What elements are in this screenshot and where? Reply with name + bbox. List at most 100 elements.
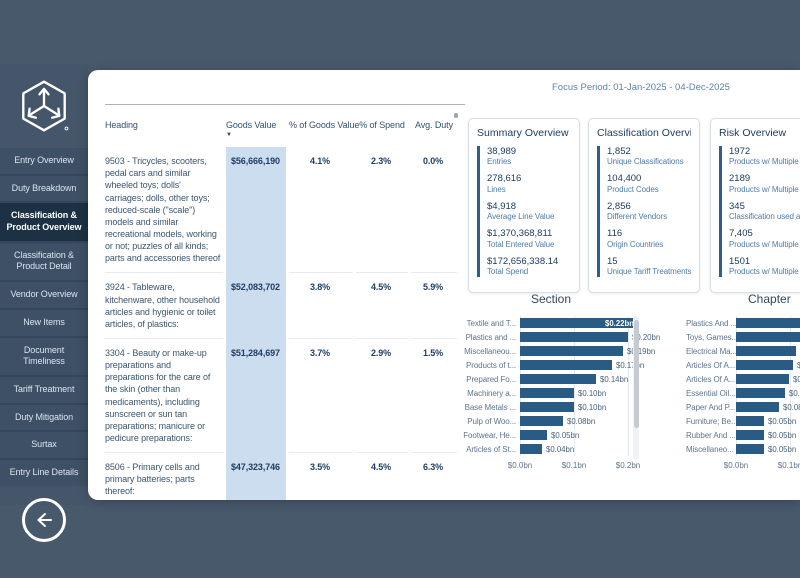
category-label: Rubber And ... <box>686 430 736 440</box>
table-row[interactable]: 3924 - Tableware, kitchenware, other hou… <box>105 273 465 339</box>
category-label: Electrical Ma... <box>686 346 736 356</box>
row-goods-value: $51,284,697 <box>226 338 286 454</box>
category-label: Paper And P... <box>686 402 736 412</box>
chart-row: Plastics And ...$0.13bn <box>686 316 800 330</box>
sidebar-item-classification-product-detail[interactable]: Classification & Product Detail <box>0 242 88 281</box>
bar[interactable] <box>736 346 796 356</box>
metric-value: $4,918 <box>487 200 517 212</box>
bar-value-label: $0.10bn <box>578 403 607 412</box>
bar-value-label: $0.10bn <box>578 389 607 398</box>
bar-value-label: $0.11bn <box>797 361 800 370</box>
metric: 2189 Products w/ Multiple T <box>729 173 800 194</box>
chart-row: Furniture; Be... $0.05bn <box>686 414 800 428</box>
column-header-pct-spend[interactable]: % of Spend <box>359 120 405 130</box>
bar[interactable] <box>520 388 574 398</box>
metrics-list: 38,989 Entries 278,616 Lines $4,918 Average L… <box>477 146 571 277</box>
bar[interactable] <box>520 346 623 356</box>
table-row[interactable]: 3304 - Beauty or make-up preparations an… <box>105 338 465 454</box>
category-label: Machinery a... <box>467 388 516 398</box>
cube-arrows-logo-icon <box>22 80 69 132</box>
bar-value-label: $0.17bn <box>616 361 645 370</box>
section-chart-scrollbar[interactable] <box>633 316 639 460</box>
metric-value: 2,856 <box>607 200 631 212</box>
x-axis-tick: $0.1bn <box>561 461 587 470</box>
bar[interactable] <box>520 430 547 440</box>
bar[interactable] <box>736 430 764 440</box>
x-axis-tick: $0.0bn <box>507 461 533 470</box>
bar[interactable] <box>736 388 785 398</box>
metric: $1,370,368,811 Total Entered Value <box>487 228 571 249</box>
chart-row: Essential Oil... $0.09bn <box>686 386 800 400</box>
sidebar-item-vendor-overview[interactable]: Vendor Overview <box>0 282 88 308</box>
chart-row: Electrical Ma...$0.11bn <box>686 344 800 358</box>
sidebar-item-surtax[interactable]: Surtax <box>0 432 88 458</box>
main-panel: Focus Period: 01-Jan-2025 - 04-Dec-2025 … <box>88 70 800 500</box>
metric-value: $1,370,368,811 <box>487 228 553 240</box>
bar[interactable] <box>736 318 800 328</box>
column-header-pct-goods-value[interactable]: % of Goods Value <box>289 120 360 130</box>
sidebar-item-new-items[interactable]: New Items <box>0 309 88 336</box>
chart-row: Miscellaneou... $0.19bn <box>462 344 655 358</box>
metric: 7,405 Products w/ Multiple V <box>729 228 800 249</box>
section-chart-scrollbar-thumb[interactable] <box>633 320 639 428</box>
metric: 278,616 Lines <box>487 173 571 194</box>
metric-value: 278,616 <box>487 173 522 185</box>
metric-label: Unique Classifications <box>607 157 684 167</box>
bar-value-label: $0.05bn <box>768 431 797 440</box>
sidebar-item-entry-line-details[interactable]: Entry Line Details <box>0 459 88 486</box>
category-label: Footwear, He... <box>463 430 516 440</box>
bar[interactable] <box>736 360 793 370</box>
category-label: Miscellaneou... <box>464 346 516 356</box>
back-arrow-icon <box>37 512 52 527</box>
metrics-list: 1,852 Unique Classifications 104,400 Produc… <box>597 146 692 277</box>
metric: $4,918 Average Line Value <box>487 201 571 222</box>
bar[interactable] <box>520 318 639 328</box>
bar[interactable] <box>736 374 789 384</box>
row-pct-goods-value: 3.7% <box>289 339 353 454</box>
sidebar-item-duty-mitigation[interactable]: Duty Mitigation <box>0 404 88 431</box>
bar[interactable] <box>520 402 574 412</box>
category-label: Miscellaneo... <box>686 444 734 454</box>
sidebar: Entry Overview Duty Breakdown Classificati… <box>0 64 88 542</box>
metric: 116 Origin Countries <box>607 228 691 249</box>
sidebar-menu: Entry Overview Duty Breakdown Classificati… <box>0 148 88 486</box>
column-header-heading[interactable]: Heading <box>105 120 138 130</box>
category-label: Products of t... <box>466 360 516 370</box>
row-pct-spend: 2.9% <box>356 339 408 454</box>
metric-value: 7,405 <box>729 228 753 240</box>
row-heading: 3304 - Beauty or make-up preparations an… <box>105 339 223 454</box>
metric: $172,656,338.14 Total Spend <box>487 256 571 277</box>
bar[interactable] <box>520 374 596 384</box>
bar[interactable] <box>736 444 764 454</box>
bar[interactable] <box>736 332 800 342</box>
back-button[interactable] <box>22 497 66 542</box>
table-row[interactable]: 8506 - Primary cells and primary batteri… <box>105 453 465 500</box>
sidebar-item-document-timeliness[interactable]: Document Timeliness <box>0 337 88 375</box>
metric-label: Total Entered Value <box>487 239 555 249</box>
page-scrollbar-thumb[interactable] <box>454 113 458 118</box>
row-heading: 3924 - Tableware, kitchenware, other hou… <box>105 273 223 339</box>
bar[interactable] <box>520 416 563 426</box>
bar[interactable] <box>520 332 628 342</box>
sidebar-item-entry-overview[interactable]: Entry Overview <box>0 148 88 174</box>
table-row[interactable]: 9503 - Tricycles, scooters, pedal cars a… <box>105 147 465 274</box>
chart-row: Textile and T... $0.22bn <box>462 316 640 330</box>
gridline <box>628 316 629 456</box>
category-label: Plastics And ... <box>686 318 736 328</box>
bar[interactable] <box>520 444 542 454</box>
sidebar-item-duty-breakdown[interactable]: Duty Breakdown <box>0 175 88 202</box>
metric-label: Products w/ Multiple V <box>729 239 800 249</box>
bar[interactable] <box>736 416 764 426</box>
bar[interactable] <box>520 360 612 370</box>
metric: 1501 Products w/ Multiple C <box>729 256 800 277</box>
chart-row: Miscellaneo... $0.05bn <box>686 442 800 456</box>
category-label: Articles of St... <box>466 444 516 454</box>
column-header-avg-duty[interactable]: Avg. Duty <box>415 120 453 130</box>
sidebar-item-tariff-treatment[interactable]: Tariff Treatment <box>0 376 88 403</box>
bar[interactable] <box>736 402 779 412</box>
metric-value: 345 <box>729 200 745 212</box>
row-avg-duty: 5.9% <box>411 273 457 339</box>
metric-value: 38,989 <box>487 146 517 157</box>
column-header-goods-value[interactable]: Goods Value ▼ <box>226 115 286 147</box>
sidebar-item-classification-product-overview[interactable]: Classification & Product Overview <box>0 203 88 241</box>
